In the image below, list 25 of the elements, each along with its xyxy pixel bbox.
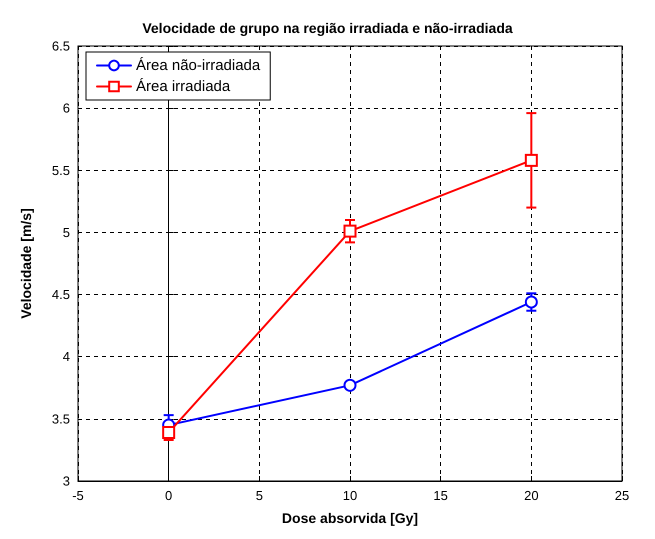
legend-label: Área irradiada [136, 77, 231, 95]
x-tick-label: 20 [524, 488, 539, 503]
point [344, 224, 356, 238]
x-tick-label: 5 [256, 488, 263, 503]
x-axis-title: Dose absorvida [Gy] [282, 510, 418, 526]
legend-label: Área não-irradiada [136, 56, 261, 74]
x-tick-label: 0 [165, 488, 172, 503]
y-axis-title: Velocidade [m/s] [18, 208, 34, 319]
y-tick-label: 4.5 [52, 287, 70, 302]
point [524, 296, 538, 309]
x-tick-label: -5 [72, 488, 84, 503]
x-tick-label: 15 [433, 488, 448, 503]
y-tick-label: 5.5 [52, 162, 70, 178]
x-tick-label: 25 [614, 488, 630, 503]
x-tick-label: 10 [342, 488, 358, 503]
y-tick-label: 3.5 [52, 411, 70, 426]
point [162, 426, 176, 440]
y-tick-label: 6 [62, 100, 70, 116]
y-tick-label: 6.5 [52, 38, 70, 54]
point [344, 378, 356, 392]
chart-title: Velocidade de grupo na região irradiada e não-irradiada [142, 20, 513, 36]
y-tick-label: 4 [62, 349, 70, 364]
y-tick-label: 5 [62, 224, 70, 240]
y-tick-label: 3 [62, 474, 70, 488]
point [524, 154, 538, 167]
